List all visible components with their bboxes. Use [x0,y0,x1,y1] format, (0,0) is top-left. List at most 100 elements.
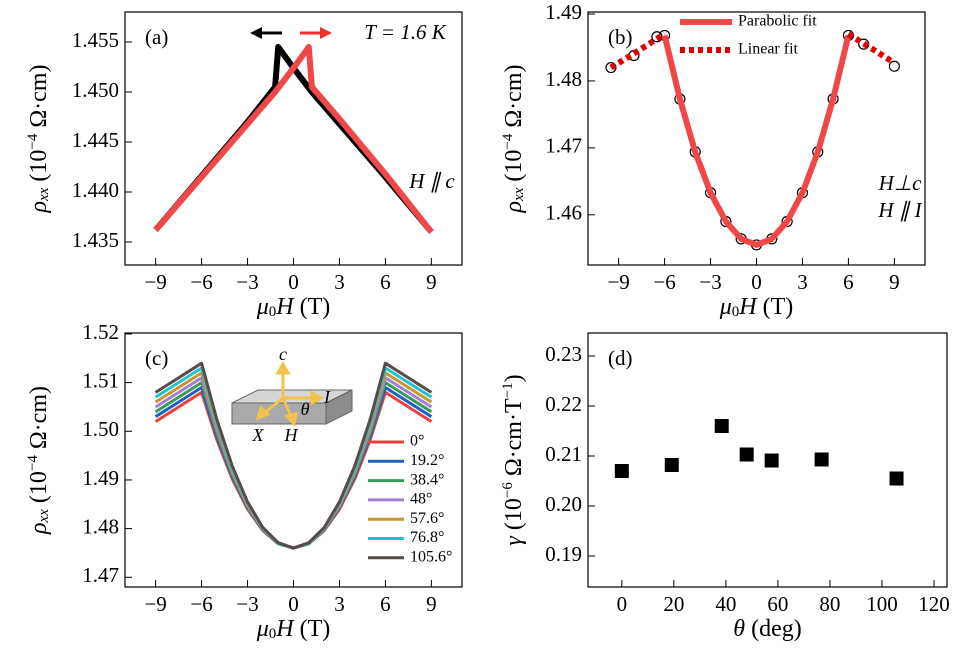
axis-label: μ0H (T) [719,294,794,320]
axis-label-part: xx [511,187,527,202]
x-tick-label: −6 [190,270,212,294]
annotation: T = 1.6 K [364,20,446,44]
x-tick-label: 0 [288,270,299,294]
y-tick-label: 1.47 [545,134,582,158]
axis-label-part: γ [501,536,527,546]
legend-label: 48° [410,491,432,508]
axis-label: ρxx (10−4 Ω·cm) [25,386,52,535]
x-tick-label: 0 [288,592,299,616]
x-tick-label: 20 [663,592,684,616]
y-tick-label: 1.49 [545,0,582,24]
axis-label-part: 0 [269,626,277,642]
axis-label: γ (10−6 Ω·cm·T−1) [500,374,526,545]
axis-label-part: (T) [294,294,331,320]
y-tick-label: 1.46 [545,201,582,225]
series-line [154,361,433,550]
x-tick-label: 3 [797,270,808,294]
y-tick-label: 1.445 [72,128,119,152]
axis-label-part: −4 [500,133,516,149]
x-tick-label: 3 [334,592,345,616]
y-tick-label: 0.23 [545,342,582,366]
x-tick-label: 0 [617,592,628,616]
x-tick-label: 60 [767,592,788,616]
x-tick-label: −3 [699,270,721,294]
y-tick-label: 1.49 [82,466,119,490]
series-line [661,34,852,248]
series-line [153,44,434,234]
data-point [889,471,904,486]
axis-label: ρxx (10−4 Ω·cm) [500,65,527,214]
y-tick-label: 0.22 [545,392,582,416]
annotation: H⊥c [878,171,922,195]
x-tick-label: 9 [889,270,900,294]
x-tick-label: −6 [190,592,212,616]
y-tick-label: 0.19 [545,542,582,566]
plot-frame [124,11,463,266]
axis-label-part: ρ [26,201,52,214]
x-tick-label: 3 [334,270,345,294]
inset-label: I [323,387,331,407]
x-tick-label: 80 [819,592,840,616]
data-point [614,464,629,478]
y-tick-label: 1.450 [72,78,119,102]
legend-label: 76.8° [410,529,444,546]
inset-label: X [252,425,265,445]
axis-label-part: H [275,616,295,642]
legend-label: 38.4° [410,471,444,488]
data-point [814,452,829,467]
y-tick-label: 1.435 [72,228,119,252]
axis-label-part: (T) [294,616,331,642]
series-line [609,31,897,71]
inset-label: θ [301,399,310,419]
axis-label-part: H [275,294,295,320]
axis-label-part: −4 [25,133,41,149]
axis-label-part: ρ [26,522,52,535]
x-tick-label: −3 [236,592,258,616]
x-tick-label: 9 [426,592,437,616]
y-tick-label: 1.50 [82,417,119,441]
y-tick-label: 0.20 [545,492,582,516]
axis-label: ρxx (10−4 Ω·cm) [25,65,52,214]
axis-label: μ0H (T) [256,616,331,642]
data-point [714,419,729,433]
axis-label-part: (10 [501,498,527,536]
y-tick-label: 1.51 [82,368,119,392]
inset-label: H [284,425,299,445]
x-tick-label: −9 [607,270,629,294]
legend-label: Linear fit [738,41,799,58]
x-tick-label: −9 [144,270,166,294]
annotation: H ∥ c [408,169,455,193]
axis-label-part: −1 [500,382,516,398]
legend-label: 105.6° [410,548,452,565]
x-tick-label: −6 [653,270,675,294]
y-tick-label: 1.48 [545,67,582,91]
sweep-arrows [250,27,332,39]
data-point [764,453,779,468]
y-tick-label: 0.21 [545,442,582,466]
axis-label-part: (T) [757,294,794,320]
legend-label: 19.2° [410,452,444,469]
axis-label-part: xx [36,509,52,524]
axis-label-part: (10 [26,150,52,188]
x-tick-label: 120 [918,592,950,616]
x-tick-label: 40 [715,592,736,616]
x-tick-label: 6 [380,592,391,616]
axis-label-part: 0 [269,304,277,320]
axis-label-part: (10 [26,471,52,509]
data-point [664,458,679,472]
axis-label-part: (deg) [745,616,802,642]
axis-label-part: Ω·cm) [26,65,52,134]
plot-frame [587,332,948,588]
y-tick-label: 1.440 [72,178,119,202]
x-tick-label: 9 [426,270,437,294]
axis-label-part: θ [733,616,745,642]
axis-label-part: Ω·cm·T [501,398,527,482]
axis-label-part: Ω·cm) [501,65,527,134]
x-tick-label: 0 [751,270,762,294]
legend-label: 57.6° [410,510,444,527]
panel-label: (c) [145,346,168,370]
axis-label-part: μ [256,294,269,320]
axis-label-part: −4 [25,455,41,471]
inset-label: c [279,344,287,364]
